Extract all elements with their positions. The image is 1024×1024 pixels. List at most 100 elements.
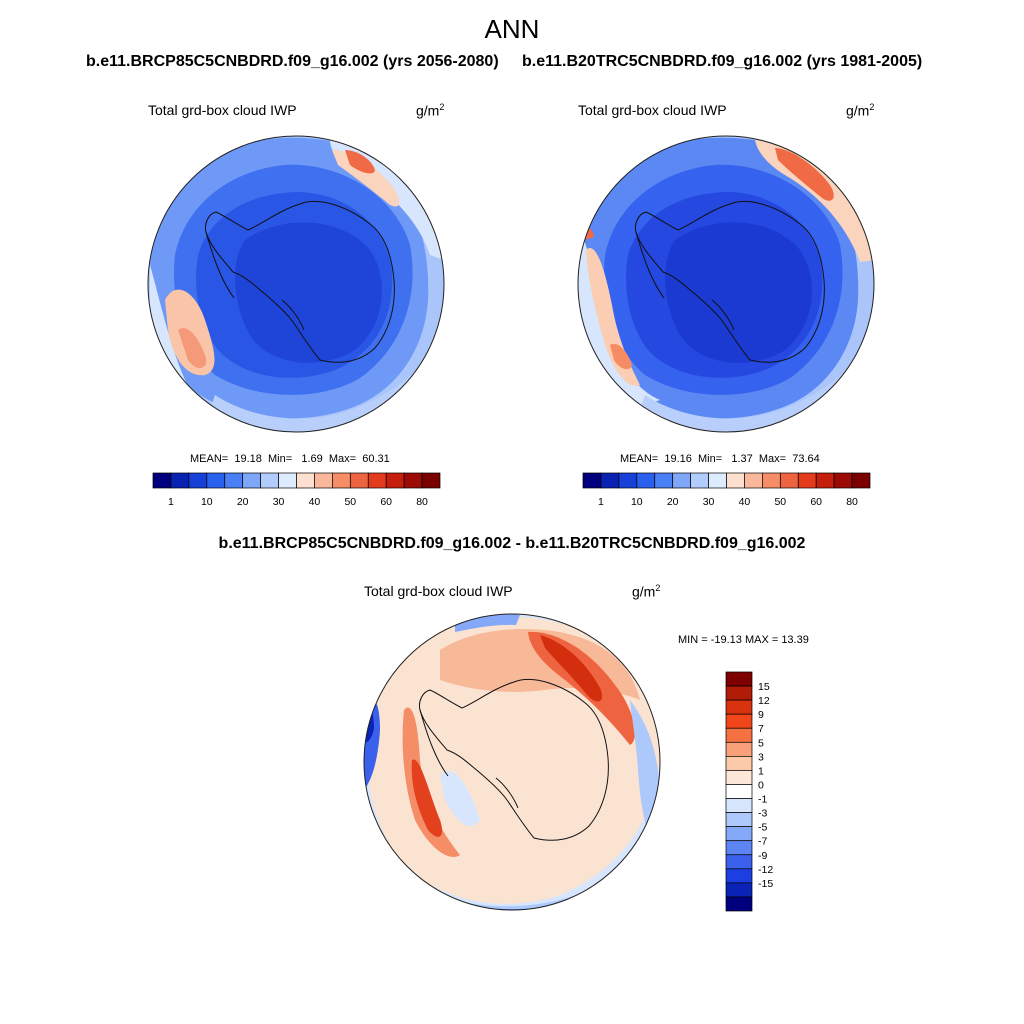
colorbar-difference-cell: [725, 840, 753, 856]
variable-label-historical: Total grd-box cloud IWP: [578, 102, 727, 118]
polar-map-difference: [363, 613, 661, 911]
colorbar-difference-tick-label: -5: [758, 822, 767, 834]
colorbar-historical-cell: [779, 472, 799, 489]
stats-historical: MEAN= 19.16 Min= 1.37 Max= 73.64: [620, 453, 820, 465]
colorbar-difference-tick-label: 0: [758, 779, 764, 791]
colorbar-historical-cell: [708, 472, 727, 489]
colorbar-difference-tick-label: -9: [758, 850, 767, 862]
colorbar-difference-cell: [725, 854, 753, 870]
colorbar-future-cell: [260, 472, 279, 489]
colorbar-historical-cell: [690, 472, 709, 489]
colorbar-historical-cell: [797, 472, 817, 489]
colorbar-historical-cell: [636, 472, 656, 489]
colorbar-difference-cell: [725, 741, 753, 757]
colorbar-historical-cell: [851, 472, 871, 489]
colorbar-future-cell: [403, 472, 423, 489]
colorbar-difference-cell: [725, 770, 753, 785]
colorbar-future-cell: [224, 472, 244, 489]
colorbar-future-cell: [296, 472, 315, 489]
colorbar-difference-tick-label: -7: [758, 836, 767, 848]
colorbar-difference-tick-label: -12: [758, 864, 773, 876]
colorbar-future-tick-label: 1: [168, 496, 174, 508]
colorbar-historical-tick-label: 80: [846, 496, 858, 508]
colorbar-difference-cell: [725, 826, 753, 842]
colorbar-historical-cell: [726, 472, 745, 489]
colorbar-future-cell: [206, 472, 226, 489]
colorbar-difference-tick-label: 12: [758, 695, 770, 707]
colorbar-historical-cell: [654, 472, 674, 489]
colorbar-historical-tick-label: 20: [667, 496, 679, 508]
units-label-historical: g/m2: [846, 102, 875, 119]
colorbar-future-cell: [152, 472, 172, 489]
colorbar-difference-tick-label: -3: [758, 808, 767, 820]
colorbar-difference-tick-label: 1: [758, 765, 764, 777]
colorbar-future-cell: [367, 472, 387, 489]
polar-map-historical: [577, 135, 875, 433]
colorbar-difference-cell: [725, 727, 753, 743]
colorbar-historical-cell: [672, 472, 691, 489]
colorbar-difference-cell: [725, 756, 753, 771]
colorbar-future-cell: [385, 472, 405, 489]
colorbar-difference-cell: [725, 812, 753, 827]
colorbar-historical-tick-label: 40: [739, 496, 751, 508]
colorbar-difference-cell: [725, 896, 753, 912]
colorbar-difference-cell: [725, 868, 753, 884]
colorbar-historical-cell: [815, 472, 835, 489]
colorbar-difference-tick-label: 7: [758, 723, 764, 735]
colorbar-difference-tick-label: 5: [758, 737, 764, 749]
case-title-future: b.e11.BRCP85C5CNBDRD.f09_g16.002 (yrs 20…: [86, 53, 499, 70]
colorbar-future-cell: [349, 472, 369, 489]
colorbar-future-cell: [170, 472, 190, 489]
difference-minmax: MIN = -19.13 MAX = 13.39: [678, 634, 809, 646]
colorbar-future-tick-label: 60: [380, 496, 392, 508]
colorbar-future: 1 10 20 30 40 50 60 80: [152, 472, 441, 508]
colorbar-difference-tick-label: -1: [758, 794, 767, 806]
colorbar-difference-cell: [725, 671, 753, 687]
colorbar-difference: 15 12 9 7 5 3 1 0 -1 -3 -5 -7 -9 -12 -15: [725, 671, 773, 912]
colorbar-future-cell: [332, 472, 351, 489]
colorbar-future-cell: [242, 472, 261, 489]
colorbar-historical: 1 10 20 30 40 50 60 80: [582, 472, 871, 508]
units-label-future: g/m2: [416, 102, 445, 119]
colorbar-future-tick-label: 30: [273, 496, 285, 508]
colorbar-future-tick-label: 40: [309, 496, 321, 508]
colorbar-historical-cell: [744, 472, 763, 489]
colorbar-future-cell: [421, 472, 441, 489]
colorbar-historical-tick-label: 30: [703, 496, 715, 508]
colorbar-difference-tick-label: 15: [758, 681, 770, 693]
colorbar-future-tick-label: 10: [201, 496, 213, 508]
colorbar-difference-cell: [725, 713, 753, 729]
colorbar-future-tick-label: 20: [237, 496, 249, 508]
colorbar-historical-tick-label: 60: [810, 496, 822, 508]
colorbar-historical-tick-label: 1: [598, 496, 604, 508]
variable-label-difference: Total grd-box cloud IWP: [364, 583, 513, 599]
figure-title: ANN: [484, 14, 540, 44]
difference-title: b.e11.BRCP85C5CNBDRD.f09_g16.002 - b.e11…: [218, 535, 806, 552]
colorbar-historical-cell: [600, 472, 620, 489]
stats-future: MEAN= 19.18 Min= 1.69 Max= 60.31: [190, 453, 390, 465]
colorbar-historical-cell: [762, 472, 781, 489]
colorbar-future-cell: [314, 472, 333, 489]
colorbar-future-tick-label: 80: [416, 496, 428, 508]
colorbar-historical-cell: [582, 472, 602, 489]
colorbar-difference-cell: [725, 685, 753, 701]
colorbar-difference-cell: [725, 882, 753, 898]
colorbar-future-tick-label: 50: [344, 496, 356, 508]
variable-label-future: Total grd-box cloud IWP: [148, 102, 297, 118]
colorbar-difference-tick-label: 3: [758, 751, 764, 763]
colorbar-historical-tick-label: 10: [631, 496, 643, 508]
colorbar-difference-tick-label: -15: [758, 878, 773, 890]
colorbar-difference-tick-label: 9: [758, 709, 764, 721]
colorbar-future-cell: [278, 472, 297, 489]
colorbar-historical-cell: [833, 472, 853, 489]
colorbar-future-cell: [188, 472, 208, 489]
units-label-difference: g/m2: [632, 583, 661, 600]
colorbar-historical-tick-label: 50: [774, 496, 786, 508]
polar-map-future: [147, 135, 445, 433]
colorbar-difference-cell: [725, 699, 753, 715]
colorbar-difference-cell: [725, 784, 753, 799]
case-title-historical: b.e11.B20TRC5CNBDRD.f09_g16.002 (yrs 198…: [522, 53, 923, 70]
colorbar-historical-cell: [618, 472, 638, 489]
colorbar-difference-cell: [725, 798, 753, 813]
